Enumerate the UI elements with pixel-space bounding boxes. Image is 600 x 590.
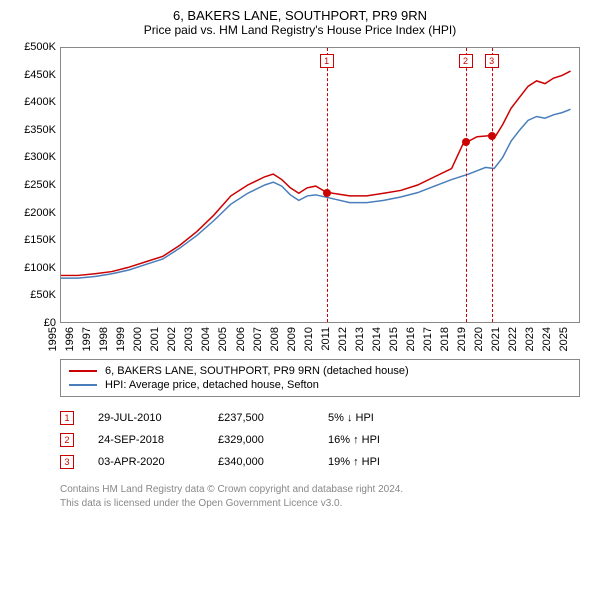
- sale-row: 1 29-JUL-2010£237,5005% ↓ HPI: [60, 407, 580, 429]
- sale-marker-2: 2: [459, 54, 473, 68]
- footer-line-2: This data is licensed under the Open Gov…: [60, 497, 588, 511]
- y-tick-label: £200K: [12, 207, 56, 219]
- sale-date: 03-APR-2020: [98, 456, 218, 468]
- y-tick-label: £450K: [12, 69, 56, 81]
- sale-date: 24-SEP-2018: [98, 434, 218, 446]
- x-tick-label: 2025: [558, 327, 584, 351]
- sale-marker-3: 3: [485, 54, 499, 68]
- legend-item: 6, BAKERS LANE, SOUTHPORT, PR9 9RN (deta…: [69, 364, 571, 378]
- legend-item: HPI: Average price, detached house, Seft…: [69, 378, 571, 392]
- y-tick-label: £500K: [12, 41, 56, 53]
- sale-vline-2: [466, 48, 467, 322]
- sale-marker-1: 1: [320, 54, 334, 68]
- sale-row: 2 24-SEP-2018£329,00016% ↑ HPI: [60, 429, 580, 451]
- sale-row-marker: 1: [60, 411, 74, 425]
- sale-date: 29-JUL-2010: [98, 412, 218, 424]
- footer-attribution: Contains HM Land Registry data © Crown c…: [60, 483, 588, 510]
- sale-delta: 16% ↑ HPI: [328, 434, 448, 446]
- sale-price: £340,000: [218, 456, 328, 468]
- sale-row-marker: 3: [60, 455, 74, 469]
- legend-label: 6, BAKERS LANE, SOUTHPORT, PR9 9RN (deta…: [105, 365, 409, 377]
- legend-swatch: [69, 370, 97, 372]
- sale-vline-3: [492, 48, 493, 322]
- sale-dot-3: [488, 132, 496, 140]
- y-tick-label: £100K: [12, 262, 56, 274]
- y-tick-label: £50K: [12, 289, 56, 301]
- y-tick-label: £350K: [12, 124, 56, 136]
- sale-dot-1: [323, 189, 331, 197]
- sale-delta: 19% ↑ HPI: [328, 456, 448, 468]
- chart-subtitle: Price paid vs. HM Land Registry's House …: [12, 23, 588, 37]
- plot-region: 1 23: [60, 47, 580, 323]
- sale-price: £329,000: [218, 434, 328, 446]
- sale-delta: 5% ↓ HPI: [328, 412, 448, 424]
- y-tick-label: £400K: [12, 96, 56, 108]
- chart-container: 6, BAKERS LANE, SOUTHPORT, PR9 9RN Price…: [0, 0, 600, 590]
- legend: 6, BAKERS LANE, SOUTHPORT, PR9 9RN (deta…: [60, 359, 580, 397]
- sale-row: 3 03-APR-2020£340,00019% ↑ HPI: [60, 451, 580, 473]
- y-tick-label: £250K: [12, 179, 56, 191]
- sale-price: £237,500: [218, 412, 328, 424]
- series-line-property: [61, 71, 571, 275]
- legend-label: HPI: Average price, detached house, Seft…: [105, 379, 319, 391]
- sale-vline-1: [327, 48, 328, 322]
- y-tick-label: £150K: [12, 234, 56, 246]
- sale-row-marker: 2: [60, 433, 74, 447]
- chart-area: £0£50K£100K£150K£200K£250K£300K£350K£400…: [12, 43, 588, 353]
- sales-table: 1 29-JUL-2010£237,5005% ↓ HPI 2 24-SEP-2018…: [60, 407, 580, 473]
- footer-line-1: Contains HM Land Registry data © Crown c…: [60, 483, 588, 497]
- line-svg: [61, 48, 579, 322]
- legend-swatch: [69, 384, 97, 386]
- chart-title: 6, BAKERS LANE, SOUTHPORT, PR9 9RN: [12, 8, 588, 23]
- y-tick-label: £300K: [12, 151, 56, 163]
- sale-dot-2: [462, 138, 470, 146]
